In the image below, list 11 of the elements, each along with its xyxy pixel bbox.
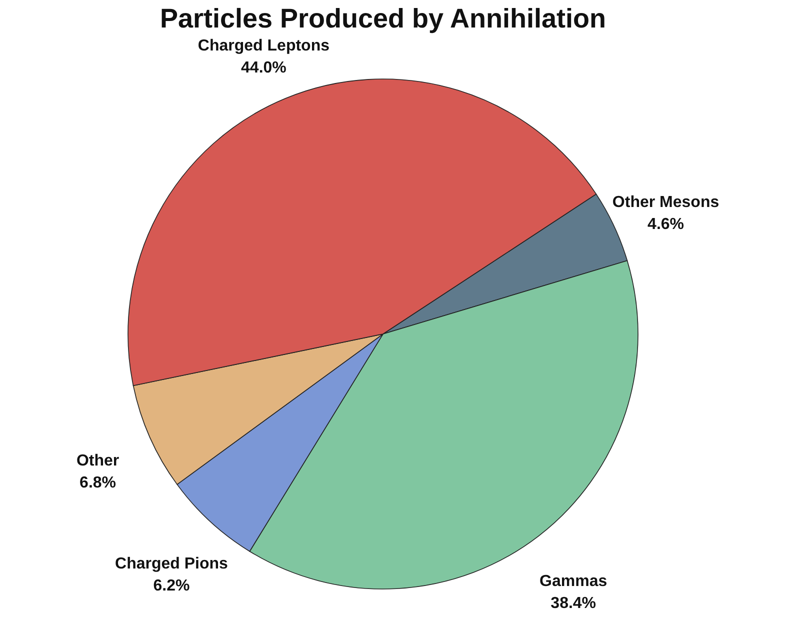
data-label: 6.8% <box>80 474 116 492</box>
slice-label: Charged Pions <box>115 555 228 572</box>
data-label: 4.6% <box>648 216 684 234</box>
data-label: 44.0% <box>241 60 286 77</box>
data-label: 38.4% <box>550 595 596 612</box>
slice-label: Other Mesons <box>612 194 720 212</box>
slice-label: Other <box>76 452 120 470</box>
chart-title: Particles Produced by Annihilation <box>160 4 606 34</box>
data-label: 6.2% <box>153 577 190 594</box>
slice-label: Gammas <box>540 573 608 590</box>
slice-label: Charged Leptons <box>198 38 330 55</box>
